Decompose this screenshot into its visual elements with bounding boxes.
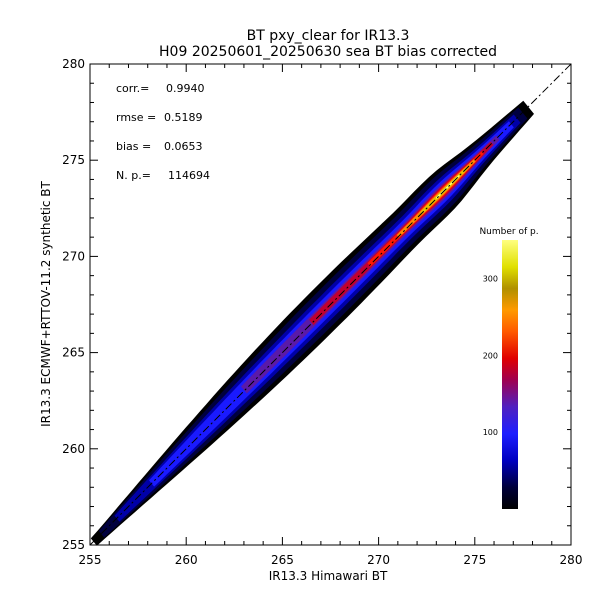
stat-bias-label: bias =	[116, 140, 151, 153]
x-tick-label: 265	[271, 553, 294, 567]
stat-corr-value: 0.9940	[166, 82, 205, 95]
y-tick-label: 275	[62, 153, 85, 167]
x-tick-label: 280	[560, 553, 583, 567]
chart-title: BT pxy_clear for IR13.3	[247, 28, 410, 44]
x-axis-label: IR13.3 Himawari BT	[269, 569, 388, 583]
y-tick-label: 255	[62, 538, 85, 552]
plot-frame	[89, 63, 572, 546]
x-axis-ticks: 255 260 265 270 275 280	[79, 64, 583, 567]
y-tick-label: 265	[62, 346, 85, 360]
stat-corr-label: corr.=	[116, 82, 149, 95]
y-axis-ticks: 255 260 265 270 275 280	[62, 57, 571, 552]
colorbar-tick-label: 200	[483, 351, 498, 360]
x-tick-label: 270	[367, 553, 390, 567]
y-axis-label: IR13.3 ECMWF+RTTOV-11.2 synthetic BT	[39, 180, 53, 426]
colorbar: Number of p. 100 200 300	[479, 227, 539, 509]
plot-area: 255 260 265 270 275 280 255 260 265 270 275 280	[62, 57, 582, 567]
y-tick-label: 260	[62, 442, 85, 456]
colorbar-title: Number of p.	[479, 227, 538, 237]
colorbar-tick-label: 300	[483, 274, 498, 283]
y-tick-label: 280	[62, 57, 85, 71]
stat-np-label: N. p.=	[116, 169, 151, 182]
x-tick-label: 260	[175, 553, 198, 567]
x-tick-label: 275	[463, 553, 486, 567]
stat-np-value: 114694	[168, 169, 210, 182]
colorbar-tick-label: 100	[483, 428, 498, 437]
y-tick-label: 270	[62, 249, 85, 263]
colorbar-gradient	[502, 240, 518, 509]
stat-rmse-label: rmse =	[116, 111, 156, 124]
stat-rmse-value: 0.5189	[164, 111, 203, 124]
x-tick-label: 255	[79, 553, 102, 567]
identity-reference-line	[89, 63, 572, 546]
chart-subtitle: H09 20250601_20250630 sea BT bias correc…	[159, 44, 497, 60]
stat-bias-value: 0.0653	[164, 140, 203, 153]
